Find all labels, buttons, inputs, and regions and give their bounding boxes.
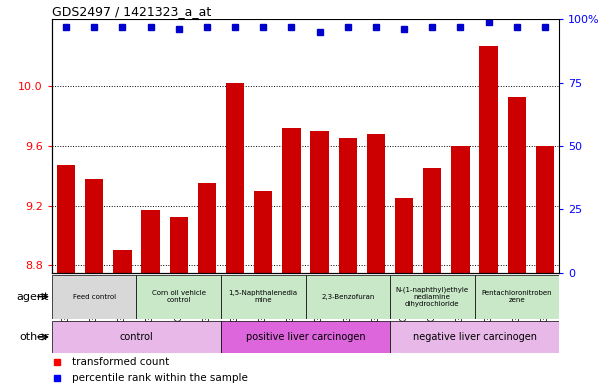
Bar xyxy=(221,275,306,319)
Bar xyxy=(508,97,526,384)
Bar xyxy=(226,83,244,384)
Bar xyxy=(141,210,159,384)
Bar xyxy=(52,275,136,319)
Bar xyxy=(475,275,559,319)
Bar xyxy=(452,146,470,384)
Bar xyxy=(113,250,131,384)
Bar xyxy=(282,128,301,384)
Text: other: other xyxy=(19,332,49,342)
Text: agent: agent xyxy=(16,291,49,302)
Bar xyxy=(423,168,441,384)
Bar xyxy=(198,183,216,384)
Text: 1,5-Naphthalenedia
mine: 1,5-Naphthalenedia mine xyxy=(229,290,298,303)
Bar xyxy=(57,165,75,384)
Text: control: control xyxy=(120,332,153,342)
Bar xyxy=(254,190,273,384)
Bar xyxy=(390,321,559,353)
Text: GDS2497 / 1421323_a_at: GDS2497 / 1421323_a_at xyxy=(52,5,211,18)
Text: 2,3-Benzofuran: 2,3-Benzofuran xyxy=(321,294,375,300)
Bar xyxy=(136,275,221,319)
Text: Pentachloronitroben
zene: Pentachloronitroben zene xyxy=(481,290,552,303)
Bar xyxy=(306,275,390,319)
Bar xyxy=(367,134,385,384)
Text: transformed count: transformed count xyxy=(72,358,169,367)
Bar xyxy=(85,179,103,384)
Bar xyxy=(480,46,498,384)
Bar xyxy=(390,275,475,319)
Text: N-(1-naphthyl)ethyle
nediamine
dihydrochloride: N-(1-naphthyl)ethyle nediamine dihydroch… xyxy=(396,286,469,307)
Bar xyxy=(338,139,357,384)
Bar xyxy=(536,146,554,384)
Text: Feed control: Feed control xyxy=(73,294,115,300)
Text: percentile rank within the sample: percentile rank within the sample xyxy=(72,373,248,383)
Text: positive liver carcinogen: positive liver carcinogen xyxy=(246,332,365,342)
Bar xyxy=(52,321,221,353)
Bar xyxy=(395,198,413,384)
Bar xyxy=(310,131,329,384)
Text: negative liver carcinogen: negative liver carcinogen xyxy=(412,332,536,342)
Text: Corn oil vehicle
control: Corn oil vehicle control xyxy=(152,290,206,303)
Bar xyxy=(170,217,188,384)
Bar xyxy=(221,321,390,353)
